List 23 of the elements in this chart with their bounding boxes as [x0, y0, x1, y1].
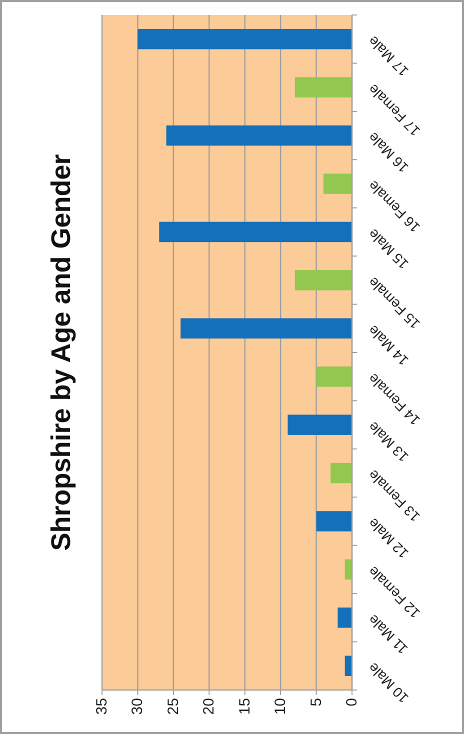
bar: [344, 656, 352, 676]
bar: [288, 414, 352, 435]
bar: [338, 608, 352, 628]
x-tick-label: 30: [129, 698, 146, 715]
x-tick-label: 25: [164, 698, 182, 715]
x-tick-label: 10: [272, 698, 290, 715]
bar: [294, 77, 352, 98]
bar: [323, 174, 352, 194]
bar: [330, 462, 352, 484]
bar: [316, 511, 352, 532]
bar: [344, 559, 352, 580]
x-tick-label: 35: [94, 698, 110, 715]
x-tick-label: 15: [236, 698, 254, 715]
x-tick-label: 5: [308, 698, 325, 706]
bar: [138, 28, 352, 50]
bar: [166, 125, 352, 146]
x-tick-label: 0: [344, 698, 360, 706]
bar: [180, 318, 352, 339]
text: Shropshire by Age and Gender: [46, 154, 76, 551]
x-tick-label: 20: [200, 698, 218, 715]
bar: [159, 222, 352, 242]
bar: [294, 270, 352, 290]
bar: [316, 366, 352, 387]
